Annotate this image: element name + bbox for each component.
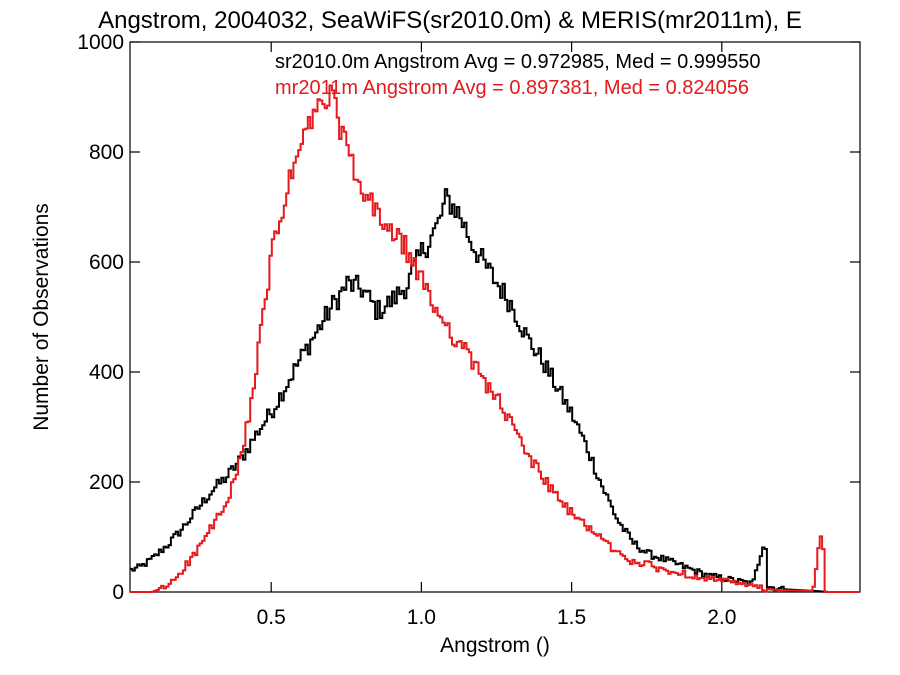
series-line-0: [130, 188, 860, 593]
y-tick-label: 200: [89, 471, 124, 494]
chart-title: Angstrom, 2004032, SeaWiFS(sr2010.0m) & …: [98, 7, 802, 34]
y-tick-label: 800: [89, 141, 124, 164]
x-axis-ticks: 0.5 1.0 1.5 2.0: [257, 42, 736, 629]
y-axis-ticks: 0 200 400 600 800 1000: [77, 31, 860, 604]
y-tick-label: 600: [89, 251, 124, 274]
series-line-1: [130, 84, 860, 593]
x-tick-label: 0.5: [257, 606, 286, 629]
x-tick-label: 1.0: [407, 606, 436, 629]
x-tick-label: 2.0: [707, 606, 736, 629]
y-tick-label: 400: [89, 361, 124, 384]
y-tick-label: 0: [112, 581, 124, 604]
y-axis-label: Number of Observations: [30, 203, 53, 431]
legend-series-1: mr2011m Angstrom Avg = 0.897381, Med = 0…: [275, 77, 749, 99]
x-axis-label: Angstrom (): [440, 634, 550, 657]
series-lines: [130, 84, 860, 593]
x-tick-label: 1.5: [557, 606, 586, 629]
y-tick-label: 1000: [77, 31, 124, 54]
legend-series-0: sr2010.0m Angstrom Avg = 0.972985, Med =…: [275, 51, 761, 73]
plot-frame: [129, 41, 861, 593]
